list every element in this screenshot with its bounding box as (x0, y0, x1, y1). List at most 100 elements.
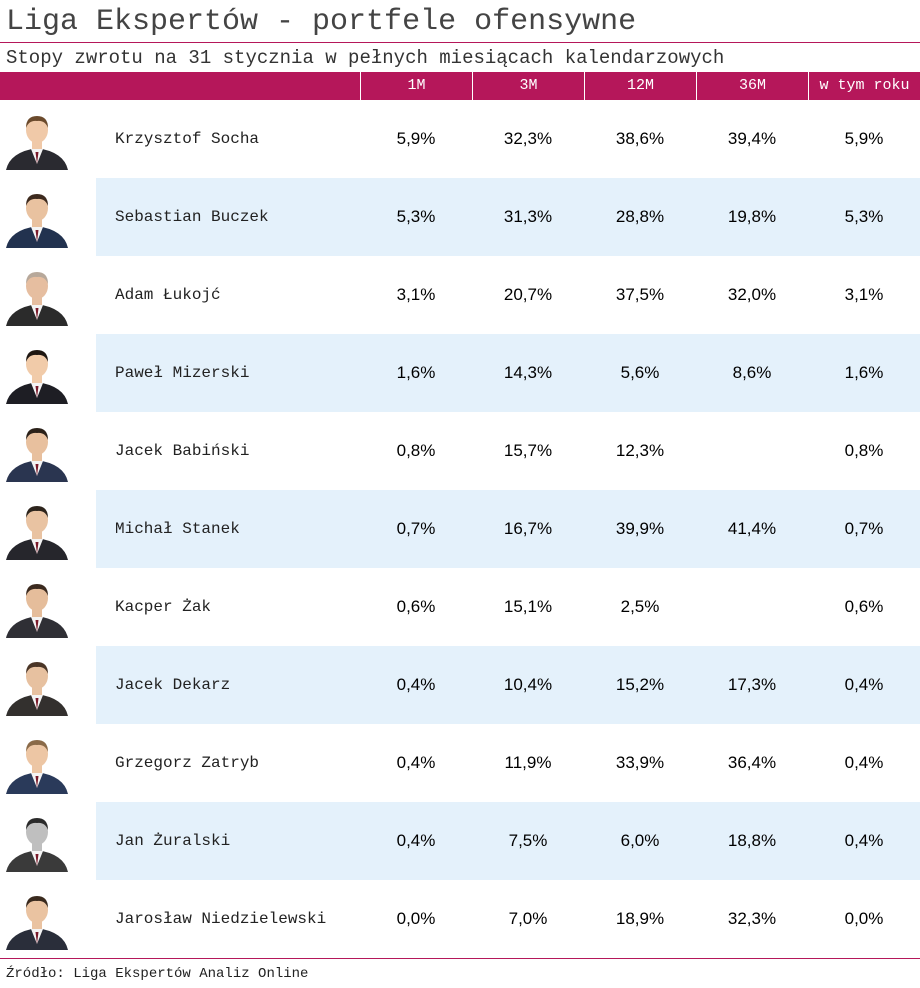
cell-3m: 16,7% (503, 519, 553, 538)
cell-ytd: 0,7% (844, 519, 884, 538)
table-row: Jarosław Niedzielewski 0,0% 7,0% 18,9% 32,3%… (0, 880, 920, 958)
cell-1m: 0,4% (396, 675, 436, 694)
table-row: Jan Żuralski 0,4% 7,5% 6,0% 18,8% 0,4% (0, 802, 920, 880)
row-shading (96, 646, 920, 724)
cell-12m: 37,5% (615, 285, 665, 304)
cell-3m: 32,3% (503, 129, 553, 148)
cell-1m: 0,4% (396, 753, 436, 772)
column-header-ytd: w tym roku (808, 72, 920, 100)
expert-name: Jacek Dekarz (115, 676, 231, 694)
avatar (4, 420, 70, 482)
cell-ytd: 0,6% (844, 597, 884, 616)
cell-3m: 20,7% (503, 285, 553, 304)
cell-36m: 41,4% (727, 519, 777, 538)
cell-36m: 36,4% (727, 753, 777, 772)
page-title: Liga Ekspertów - portfele ofensywne (6, 5, 637, 39)
cell-12m: 18,9% (615, 909, 665, 928)
cell-1m: 5,9% (396, 129, 436, 148)
table-row: Kacper Żak 0,6% 15,1% 2,5% 0,6% (0, 568, 920, 646)
cell-36m (696, 568, 808, 646)
expert-name: Grzegorz Zatryb (115, 754, 260, 772)
avatar (4, 498, 70, 560)
table-row: Adam Łukojć 3,1% 20,7% 37,5% 32,0% 3,1% (0, 256, 920, 334)
column-header-3m: 3M (472, 72, 584, 100)
cell-ytd: 5,9% (844, 129, 884, 148)
cell-3m: 7,5% (508, 831, 548, 850)
cell-36m: 17,3% (727, 675, 777, 694)
cell-36m: 32,0% (727, 285, 777, 304)
cell-ytd: 3,1% (844, 285, 884, 304)
expert-name: Sebastian Buczek (115, 208, 269, 226)
cell-ytd: 0,8% (844, 441, 884, 460)
cell-36m: 39,4% (727, 129, 777, 148)
cell-1m: 0,6% (396, 597, 436, 616)
cell-36m: 32,3% (727, 909, 777, 928)
expert-name: Kacper Żak (115, 598, 212, 616)
title-divider (0, 42, 920, 43)
avatar (4, 264, 70, 326)
cell-ytd: 1,6% (844, 363, 884, 382)
cell-1m: 1,6% (396, 363, 436, 382)
table-row: Jacek Dekarz 0,4% 10,4% 15,2% 17,3% 0,4% (0, 646, 920, 724)
cell-36m: 18,8% (727, 831, 777, 850)
cell-12m: 6,0% (620, 831, 660, 850)
cell-ytd: 0,4% (844, 675, 884, 694)
table-row: Grzegorz Zatryb 0,4% 11,9% 33,9% 36,4% 0,4% (0, 724, 920, 802)
page-subtitle: Stopy zwrotu na 31 stycznia w pełnych mi… (6, 47, 725, 69)
expert-name: Krzysztof Socha (115, 130, 260, 148)
cell-3m: 14,3% (503, 363, 553, 382)
table-row: Sebastian Buczek 5,3% 31,3% 28,8% 19,8% 5,3% (0, 178, 920, 256)
expert-name: Jacek Babiński (115, 442, 250, 460)
cell-12m: 28,8% (615, 207, 665, 226)
cell-3m: 10,4% (503, 675, 553, 694)
cell-12m: 15,2% (615, 675, 665, 694)
avatar (4, 654, 70, 716)
expert-name: Adam Łukojć (115, 286, 221, 304)
cell-ytd: 5,3% (844, 207, 884, 226)
table-row: Krzysztof Socha 5,9% 32,3% 38,6% 39,4% 5,9% (0, 100, 920, 178)
cell-1m: 3,1% (396, 285, 436, 304)
row-shading (96, 178, 920, 256)
cell-36m: 8,6% (732, 363, 772, 382)
cell-ytd: 0,0% (844, 909, 884, 928)
avatar (4, 888, 70, 950)
avatar (4, 186, 70, 248)
column-header-36m: 36M (696, 72, 808, 100)
cell-12m: 33,9% (615, 753, 665, 772)
cell-1m: 0,4% (396, 831, 436, 850)
avatar (4, 108, 70, 170)
cell-12m: 38,6% (615, 129, 665, 148)
footer-divider (0, 958, 920, 959)
avatar (4, 342, 70, 404)
expert-name: Jarosław Niedzielewski (115, 910, 327, 928)
cell-3m: 11,9% (504, 753, 552, 772)
expert-name: Jan Żuralski (115, 832, 231, 850)
cell-36m: 19,8% (727, 207, 777, 226)
cell-1m: 0,0% (396, 909, 436, 928)
row-shading (96, 334, 920, 412)
source-note: Źródło: Liga Ekspertów Analiz Online (6, 966, 309, 982)
column-header-1m: 1M (360, 72, 472, 100)
table-row: Jacek Babiński 0,8% 15,7% 12,3% 0,8% (0, 412, 920, 490)
cell-ytd: 0,4% (844, 831, 884, 850)
cell-12m: 5,6% (620, 363, 660, 382)
table-header: 1M 3M 12M 36M w tym roku (0, 72, 920, 100)
cell-12m: 12,3% (615, 441, 665, 460)
row-shading (96, 490, 920, 568)
avatar (4, 810, 70, 872)
cell-3m: 15,1% (503, 597, 553, 616)
cell-3m: 7,0% (508, 909, 548, 928)
table-row: Michał Stanek 0,7% 16,7% 39,9% 41,4% 0,7% (0, 490, 920, 568)
avatar (4, 576, 70, 638)
row-shading (96, 802, 920, 880)
expert-name: Michał Stanek (115, 520, 240, 538)
cell-12m: 2,5% (620, 597, 660, 616)
cell-ytd: 0,4% (844, 753, 884, 772)
expert-name: Paweł Mizerski (115, 364, 250, 382)
column-header-12m: 12M (584, 72, 696, 100)
cell-1m: 0,7% (396, 519, 436, 538)
table-row: Paweł Mizerski 1,6% 14,3% 5,6% 8,6% 1,6% (0, 334, 920, 412)
cell-1m: 0,8% (396, 441, 436, 460)
avatar (4, 732, 70, 794)
cell-1m: 5,3% (396, 207, 436, 226)
